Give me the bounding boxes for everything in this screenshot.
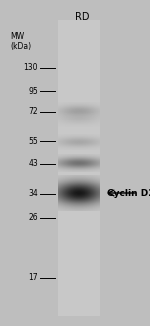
- Text: RD: RD: [75, 12, 89, 22]
- Text: 34: 34: [28, 189, 38, 199]
- Text: 72: 72: [28, 108, 38, 116]
- Text: 17: 17: [28, 274, 38, 283]
- Bar: [58, 20, 100, 316]
- Text: 95: 95: [28, 86, 38, 96]
- Text: 130: 130: [24, 64, 38, 72]
- Text: 26: 26: [28, 214, 38, 223]
- Text: MW
(kDa): MW (kDa): [10, 32, 31, 52]
- Text: 55: 55: [28, 137, 38, 145]
- Text: 43: 43: [28, 159, 38, 169]
- Text: Cyclin D2: Cyclin D2: [107, 188, 150, 198]
